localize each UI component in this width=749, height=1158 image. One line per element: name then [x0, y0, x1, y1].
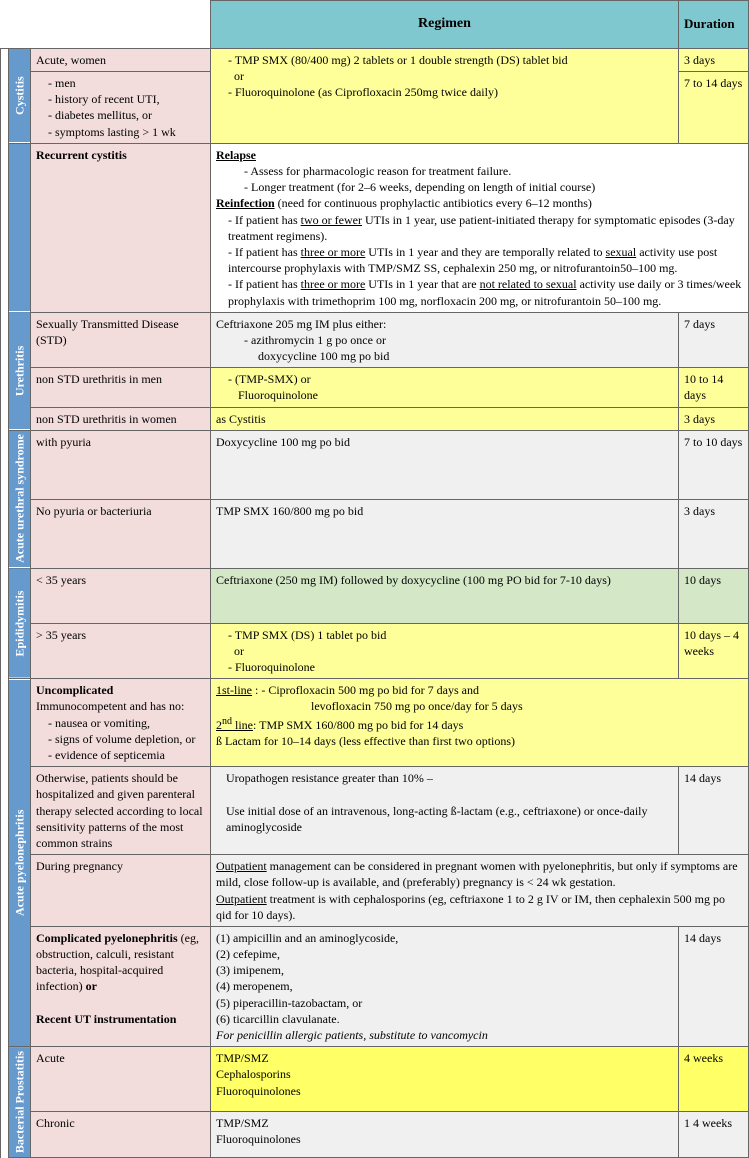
table-row: Acute pyelonephritis Uncomplicated Immun… [1, 679, 749, 767]
regimen: 1st-line : - Ciprofloxacin 500 mg po bid… [211, 679, 749, 767]
regimen: as Cystitis [211, 407, 679, 430]
regimen: TMP SMX (DS) 1 tablet po bid or Fluoroqu… [211, 623, 679, 679]
duration: 4 weeks [679, 1047, 749, 1112]
regimen: (1) ampicillin and an aminoglycoside, (2… [211, 926, 679, 1046]
regimen: Ceftriaxone (250 mg IM) followed by doxy… [211, 568, 679, 623]
condition: Otherwise, patients should be hospitaliz… [31, 767, 211, 855]
duration: 3 days [679, 407, 749, 430]
regimen: TMP/SMZ Cephalosporins Fluoroquinolones [211, 1047, 679, 1112]
table-row: Complicated pyelonephritis (eg, obstruct… [1, 926, 749, 1046]
table-row: Bacterial Prostatitis Acute TMP/SMZ Ceph… [1, 1047, 749, 1112]
duration: 14 days [679, 767, 749, 855]
condition: < 35 years [31, 568, 211, 623]
duration: 10 days – 4 weeks [679, 623, 749, 679]
table-row: > 35 years TMP SMX (DS) 1 tablet po bid … [1, 623, 749, 679]
condition: Complicated pyelonephritis (eg, obstruct… [31, 926, 211, 1046]
condition: > 35 years [31, 623, 211, 679]
regimen: Relapse Assess for pharmacologic reason … [211, 143, 749, 312]
regimen: TMP SMX 160/800 mg po bid [211, 499, 679, 568]
group-urethritis: Urethritis [9, 312, 31, 430]
duration: 7 to 14 days [679, 72, 749, 144]
condition: During pregnancy [31, 855, 211, 927]
condition: non STD urethritis in women [31, 407, 211, 430]
duration: 1 4 weeks [679, 1112, 749, 1158]
col-duration: Duration [679, 1, 749, 49]
table-row: Epididymitis < 35 years Ceftriaxone (250… [1, 568, 749, 623]
regimen: Ceftriaxone 205 mg IM plus either: azith… [211, 312, 679, 368]
duration: 10 to 14 days [679, 368, 749, 407]
table-row: Urethritis Sexually Transmitted Disease … [1, 312, 749, 368]
table-row: non STD urethritis in women as Cystitis … [1, 407, 749, 430]
condition: Acute [31, 1047, 211, 1112]
regimen: TMP/SMZ Fluoroquinolones [211, 1112, 679, 1158]
condition: Acute, women [31, 48, 211, 71]
header-row: Regimen Duration [1, 1, 749, 49]
table-row: Acute urethral syndrome with pyuria Doxy… [1, 430, 749, 499]
condition: No pyuria or bacteriuria [31, 499, 211, 568]
regimen: Outpatient management can be considered … [211, 855, 749, 927]
regimen: TMP SMX (80/400 mg) 2 tablets or 1 doubl… [211, 48, 679, 143]
regimen: Uropathogen resistance greater than 10% … [211, 767, 679, 855]
duration: 14 days [679, 926, 749, 1046]
condition: Recurrent cystitis [31, 143, 211, 312]
table-row: Otherwise, patients should be hospitaliz… [1, 767, 749, 855]
treatment-table: Regimen Duration Cystitis Acute, women T… [0, 0, 749, 1158]
regimen: (TMP-SMX) or Fluoroquinolone [211, 368, 679, 407]
table-row: During pregnancy Outpatient management c… [1, 855, 749, 927]
condition: Chronic [31, 1112, 211, 1158]
table-row: Recurrent cystitis Relapse Assess for ph… [1, 143, 749, 312]
group-aus: Acute urethral syndrome [9, 430, 31, 568]
condition: with pyuria [31, 430, 211, 499]
condition: Uncomplicated Immunocompetent and has no… [31, 679, 211, 767]
table-row: non STD urethritis in men (TMP-SMX) or F… [1, 368, 749, 407]
duration: 7 to 10 days [679, 430, 749, 499]
duration: 3 days [679, 499, 749, 568]
duration: 3 days [679, 48, 749, 71]
col-regimen: Regimen [211, 1, 679, 49]
group-epididymitis: Epididymitis [9, 568, 31, 679]
condition: men history of recent UTI, diabetes mell… [31, 72, 211, 144]
group-prostatitis: Bacterial Prostatitis [9, 1047, 31, 1158]
table-row: Cystitis Acute, women TMP SMX (80/400 mg… [1, 48, 749, 71]
table-row: Chronic TMP/SMZ Fluoroquinolones 1 4 wee… [1, 1112, 749, 1158]
table-row: No pyuria or bacteriuria TMP SMX 160/800… [1, 499, 749, 568]
regimen: Doxycycline 100 mg po bid [211, 430, 679, 499]
condition: non STD urethritis in men [31, 368, 211, 407]
duration: 10 days [679, 568, 749, 623]
group-pyelo: Acute pyelonephritis [9, 679, 31, 1047]
duration: 7 days [679, 312, 749, 368]
group-cystitis: Cystitis [9, 48, 31, 143]
condition: Sexually Transmitted Disease (STD) [31, 312, 211, 368]
